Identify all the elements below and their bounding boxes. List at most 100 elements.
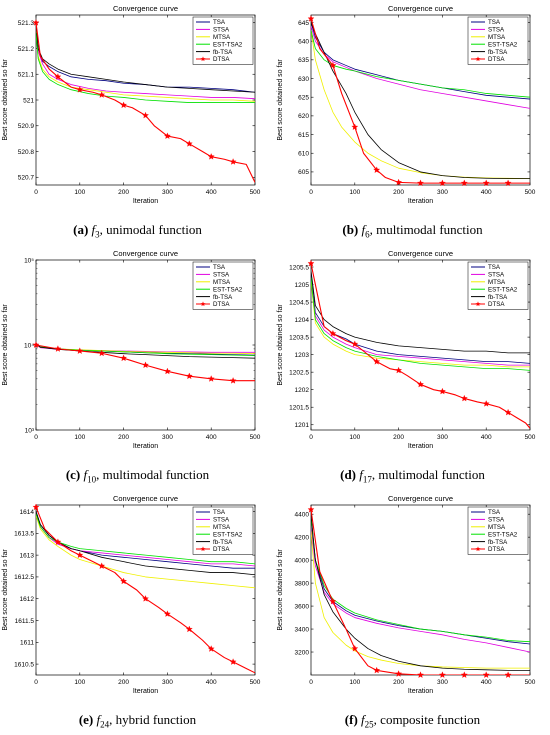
y-tick-label: 520.8 <box>18 149 35 156</box>
y-tick-label: 1613.5 <box>14 531 34 538</box>
legend-entry: DTSA <box>213 56 230 63</box>
series-marker-dtsa <box>329 597 337 605</box>
caption-function: f <box>96 712 101 727</box>
legend-entry: EST-TSA2 <box>488 286 518 293</box>
x-tick-label: 300 <box>162 679 173 686</box>
series-marker-dtsa <box>229 377 237 384</box>
y-tick-label: 1611 <box>20 640 34 647</box>
y-tick-label: 10⁴ <box>24 342 34 349</box>
caption-function-index: 3 <box>95 229 100 240</box>
series-marker-dtsa <box>307 505 315 513</box>
series-marker-dtsa <box>76 347 84 354</box>
series-line-dtsa <box>311 18 530 184</box>
figure-caption: (a) f3, unimodal function <box>0 222 275 240</box>
series-marker-dtsa <box>98 562 106 569</box>
x-tick-label: 500 <box>250 434 261 441</box>
legend-entry: fb-TSA <box>213 49 233 56</box>
x-tick-label: 300 <box>437 189 448 196</box>
y-tick-label: 610 <box>298 151 309 158</box>
y-tick-label: 521.2 <box>18 46 35 53</box>
x-tick-label: 400 <box>481 434 492 441</box>
y-tick-label: 640 <box>298 38 309 45</box>
legend-entry: EST-TSA2 <box>213 41 243 48</box>
series-marker-dtsa <box>482 400 490 407</box>
series-marker-dtsa <box>329 330 337 337</box>
x-tick-label: 0 <box>309 189 313 196</box>
y-tick-label: 4200 <box>295 534 310 541</box>
x-tick-label: 200 <box>393 434 404 441</box>
series-marker-dtsa <box>417 671 424 678</box>
series-marker-dtsa <box>163 132 171 139</box>
legend-entry: TSA <box>213 264 226 271</box>
caption-function: f <box>359 467 363 482</box>
caption-description: , multimodal function <box>369 222 483 237</box>
series-marker-dtsa <box>504 671 512 678</box>
legend-marker <box>475 56 481 62</box>
series-marker-dtsa <box>163 610 171 617</box>
series-marker-dtsa <box>482 179 490 187</box>
legend-entry: STSA <box>213 517 230 524</box>
chart-title: Convergence curve <box>388 494 453 503</box>
series-line-fb-tsa <box>36 511 255 576</box>
legend-entry: fb-TSA <box>488 539 508 546</box>
y-tick-label: 4400 <box>295 511 310 518</box>
legend-marker <box>475 546 481 552</box>
series-marker-dtsa <box>504 179 512 187</box>
series-group <box>36 22 255 183</box>
y-tick-label: 521.3 <box>18 20 35 27</box>
series-marker-dtsa <box>76 86 84 93</box>
series-marker-dtsa <box>163 367 171 375</box>
chart-panel: Convergence curve 0 100 200 300 400 500 10³ 10⁴ 1… <box>0 245 275 490</box>
series-marker-dtsa <box>142 361 149 369</box>
x-tick-label: 200 <box>118 679 129 686</box>
x-tick-label: 0 <box>309 434 313 441</box>
chart-title: Convergence curve <box>388 249 453 258</box>
series-line-stsa <box>311 525 530 653</box>
x-tick-label: 500 <box>250 679 261 686</box>
series-line-est-tsa2 <box>36 513 255 565</box>
convergence-chart: Convergence curve 0 100 200 300 400 500 3200 340… <box>277 494 536 695</box>
legend-marker <box>200 56 206 62</box>
series-marker-dtsa <box>460 671 468 678</box>
chart-title: Convergence curve <box>113 494 178 503</box>
series-marker-dtsa <box>460 179 468 187</box>
plot-area <box>310 504 531 676</box>
series-line-est-tsa2 <box>311 519 530 643</box>
x-tick-label: 500 <box>250 189 261 196</box>
series-line-dtsa <box>311 509 530 675</box>
series-group <box>311 509 530 675</box>
x-tick-label: 500 <box>525 189 536 196</box>
series-group <box>36 342 255 382</box>
chart-panel: Convergence curve 0 100 200 300 400 500 1201 120… <box>275 245 550 490</box>
series-line-tsa <box>311 516 530 645</box>
caption-function: f <box>83 467 88 482</box>
legend-entry: EST-TSA2 <box>488 531 518 538</box>
y-tick-label: 3200 <box>295 649 310 656</box>
x-tick-label: 100 <box>349 679 360 686</box>
x-tick-label: 200 <box>118 189 129 196</box>
series-line-stsa <box>36 27 255 100</box>
x-axis-label: Iteration <box>408 443 433 450</box>
series-marker-dtsa <box>395 178 403 186</box>
x-tick-label: 100 <box>349 189 360 196</box>
x-tick-label: 500 <box>525 434 536 441</box>
caption-function: f <box>361 712 365 727</box>
series-marker-dtsa <box>142 111 149 119</box>
y-tick-label: 3800 <box>295 580 310 587</box>
legend-entry: STSA <box>213 272 230 279</box>
figure-caption: (b) f6, multimodal function <box>275 222 550 240</box>
y-tick-label: 630 <box>298 76 309 83</box>
y-tick-label: 645 <box>298 20 309 27</box>
x-axis-label: Iteration <box>133 443 158 450</box>
legend-marker <box>475 301 481 307</box>
legend-entry: fb-TSA <box>488 294 508 301</box>
y-tick-label: 4000 <box>295 557 310 564</box>
y-tick-label: 521.1 <box>18 72 35 79</box>
legend-entry: DTSA <box>213 546 230 553</box>
series-marker-dtsa <box>185 372 193 380</box>
series-marker-dtsa <box>373 166 381 173</box>
series-marker-dtsa <box>185 625 193 633</box>
series-marker-dtsa <box>32 503 40 511</box>
convergence-chart: Convergence curve 0 100 200 300 400 500 520.7 52… <box>2 4 261 205</box>
series-line-est-tsa2 <box>311 277 530 371</box>
